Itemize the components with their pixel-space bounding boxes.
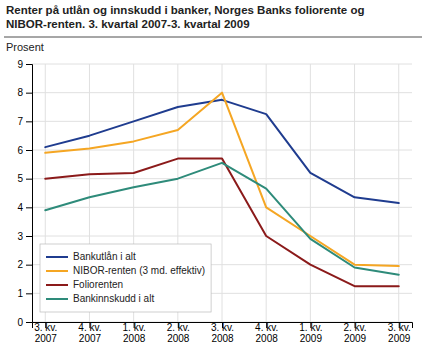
y-axis-title: Prosent xyxy=(6,41,44,53)
x-tick-label: 3. kv.2008 xyxy=(211,322,234,344)
x-tick-label: 3. kv.2007 xyxy=(34,322,57,344)
grid-line-x xyxy=(398,64,399,322)
x-tick: 1. kv.2009 xyxy=(299,322,322,344)
y-tick-label: 1 xyxy=(17,288,23,299)
y-tick: 7 xyxy=(17,116,32,127)
y-tick: 0 xyxy=(17,317,32,328)
legend-label: Foliorenten xyxy=(73,279,123,290)
legend-swatch xyxy=(46,270,68,272)
y-tick-mark xyxy=(26,64,32,65)
y-tick-label: 3 xyxy=(17,231,23,242)
x-tick: 3. kv.2009 xyxy=(388,322,411,344)
grid xyxy=(32,64,412,322)
legend-swatch xyxy=(46,256,68,258)
x-tick-label: 1. kv.2008 xyxy=(123,322,146,344)
x-tick: 3. kv.2007 xyxy=(34,322,57,344)
y-tick-label: 9 xyxy=(17,59,23,70)
y-tick-label: 0 xyxy=(17,317,23,328)
series-line xyxy=(45,100,398,203)
x-tick: 2. kv.2009 xyxy=(343,322,366,344)
x-tick-label: 2. kv.2008 xyxy=(167,322,190,344)
plot-area xyxy=(45,93,398,287)
x-tick-label: 3. kv.2009 xyxy=(388,322,411,344)
y-tick: 3 xyxy=(17,231,32,242)
x-tick-label: 4. kv.2007 xyxy=(78,322,101,344)
y-tick: 4 xyxy=(17,202,32,213)
y-tick-label: 6 xyxy=(17,145,23,156)
grid-line-x xyxy=(222,64,223,322)
legend-frame xyxy=(40,244,211,312)
legend-label: NIBOR-renten (3 md. effektiv) xyxy=(73,265,205,276)
series-line xyxy=(45,159,398,287)
x-tick-label: 2. kv.2009 xyxy=(343,322,366,344)
legend-swatch xyxy=(46,298,68,300)
legend-label: Bankutlån i alt xyxy=(73,251,136,262)
x-tick-label: 4. kv.2008 xyxy=(255,322,278,344)
y-tick-label: 2 xyxy=(17,259,23,270)
y-tick-mark xyxy=(26,265,32,266)
title: Renter på utlån og innskudd i banker, No… xyxy=(6,4,364,30)
x-tick: 4. kv.2008 xyxy=(255,322,278,344)
y-tick-mark xyxy=(26,207,32,208)
y-tick: 8 xyxy=(17,87,32,98)
chart: Renter på utlån og innskudd i banker, No… xyxy=(0,0,426,354)
y-tick: 9 xyxy=(17,59,32,70)
x-tick-label: 1. kv.2009 xyxy=(299,322,322,344)
y-tick-mark xyxy=(26,121,32,122)
y-tick-label: 8 xyxy=(17,87,23,98)
y-tick: 6 xyxy=(17,145,32,156)
legend-label: Bankinnskudd i alt xyxy=(73,293,154,304)
grid-line-x xyxy=(354,64,355,322)
y-tick-mark xyxy=(26,293,32,294)
y-axis-line xyxy=(26,65,33,323)
x-tick: 4. kv.2007 xyxy=(78,322,101,344)
y-tick-mark xyxy=(26,93,32,94)
series-line xyxy=(45,93,398,266)
x-tick: 3. kv.2008 xyxy=(211,322,234,344)
x-axis: 3. kv.2007 4. kv.2007 1. kv.2008 2. kv.2008… xyxy=(33,322,413,344)
x-tick: 2. kv.2008 xyxy=(167,322,190,344)
legend-swatch xyxy=(46,284,68,286)
y-tick-label: 7 xyxy=(17,116,23,127)
y-tick-mark xyxy=(26,179,32,180)
y-tick-mark xyxy=(26,150,32,151)
y-tick: 5 xyxy=(17,173,32,184)
y-tick-mark xyxy=(26,322,32,323)
y-tick-mark xyxy=(26,236,32,237)
legend: Bankutlån i alt NIBOR-renten (3 md. effek… xyxy=(40,244,211,312)
y-tick-label: 5 xyxy=(17,173,23,184)
x-tick: 1. kv.2008 xyxy=(123,322,146,344)
y-tick: 1 xyxy=(17,288,32,299)
y-tick-label: 4 xyxy=(17,202,23,213)
y-axis: 0 1 2 3 4 5 6 7 8 9 xyxy=(17,59,32,328)
series-line xyxy=(45,163,398,275)
title-rule xyxy=(4,37,422,38)
y-tick: 2 xyxy=(17,259,32,270)
grid-line-x xyxy=(310,64,311,322)
grid-line-x xyxy=(266,64,267,322)
